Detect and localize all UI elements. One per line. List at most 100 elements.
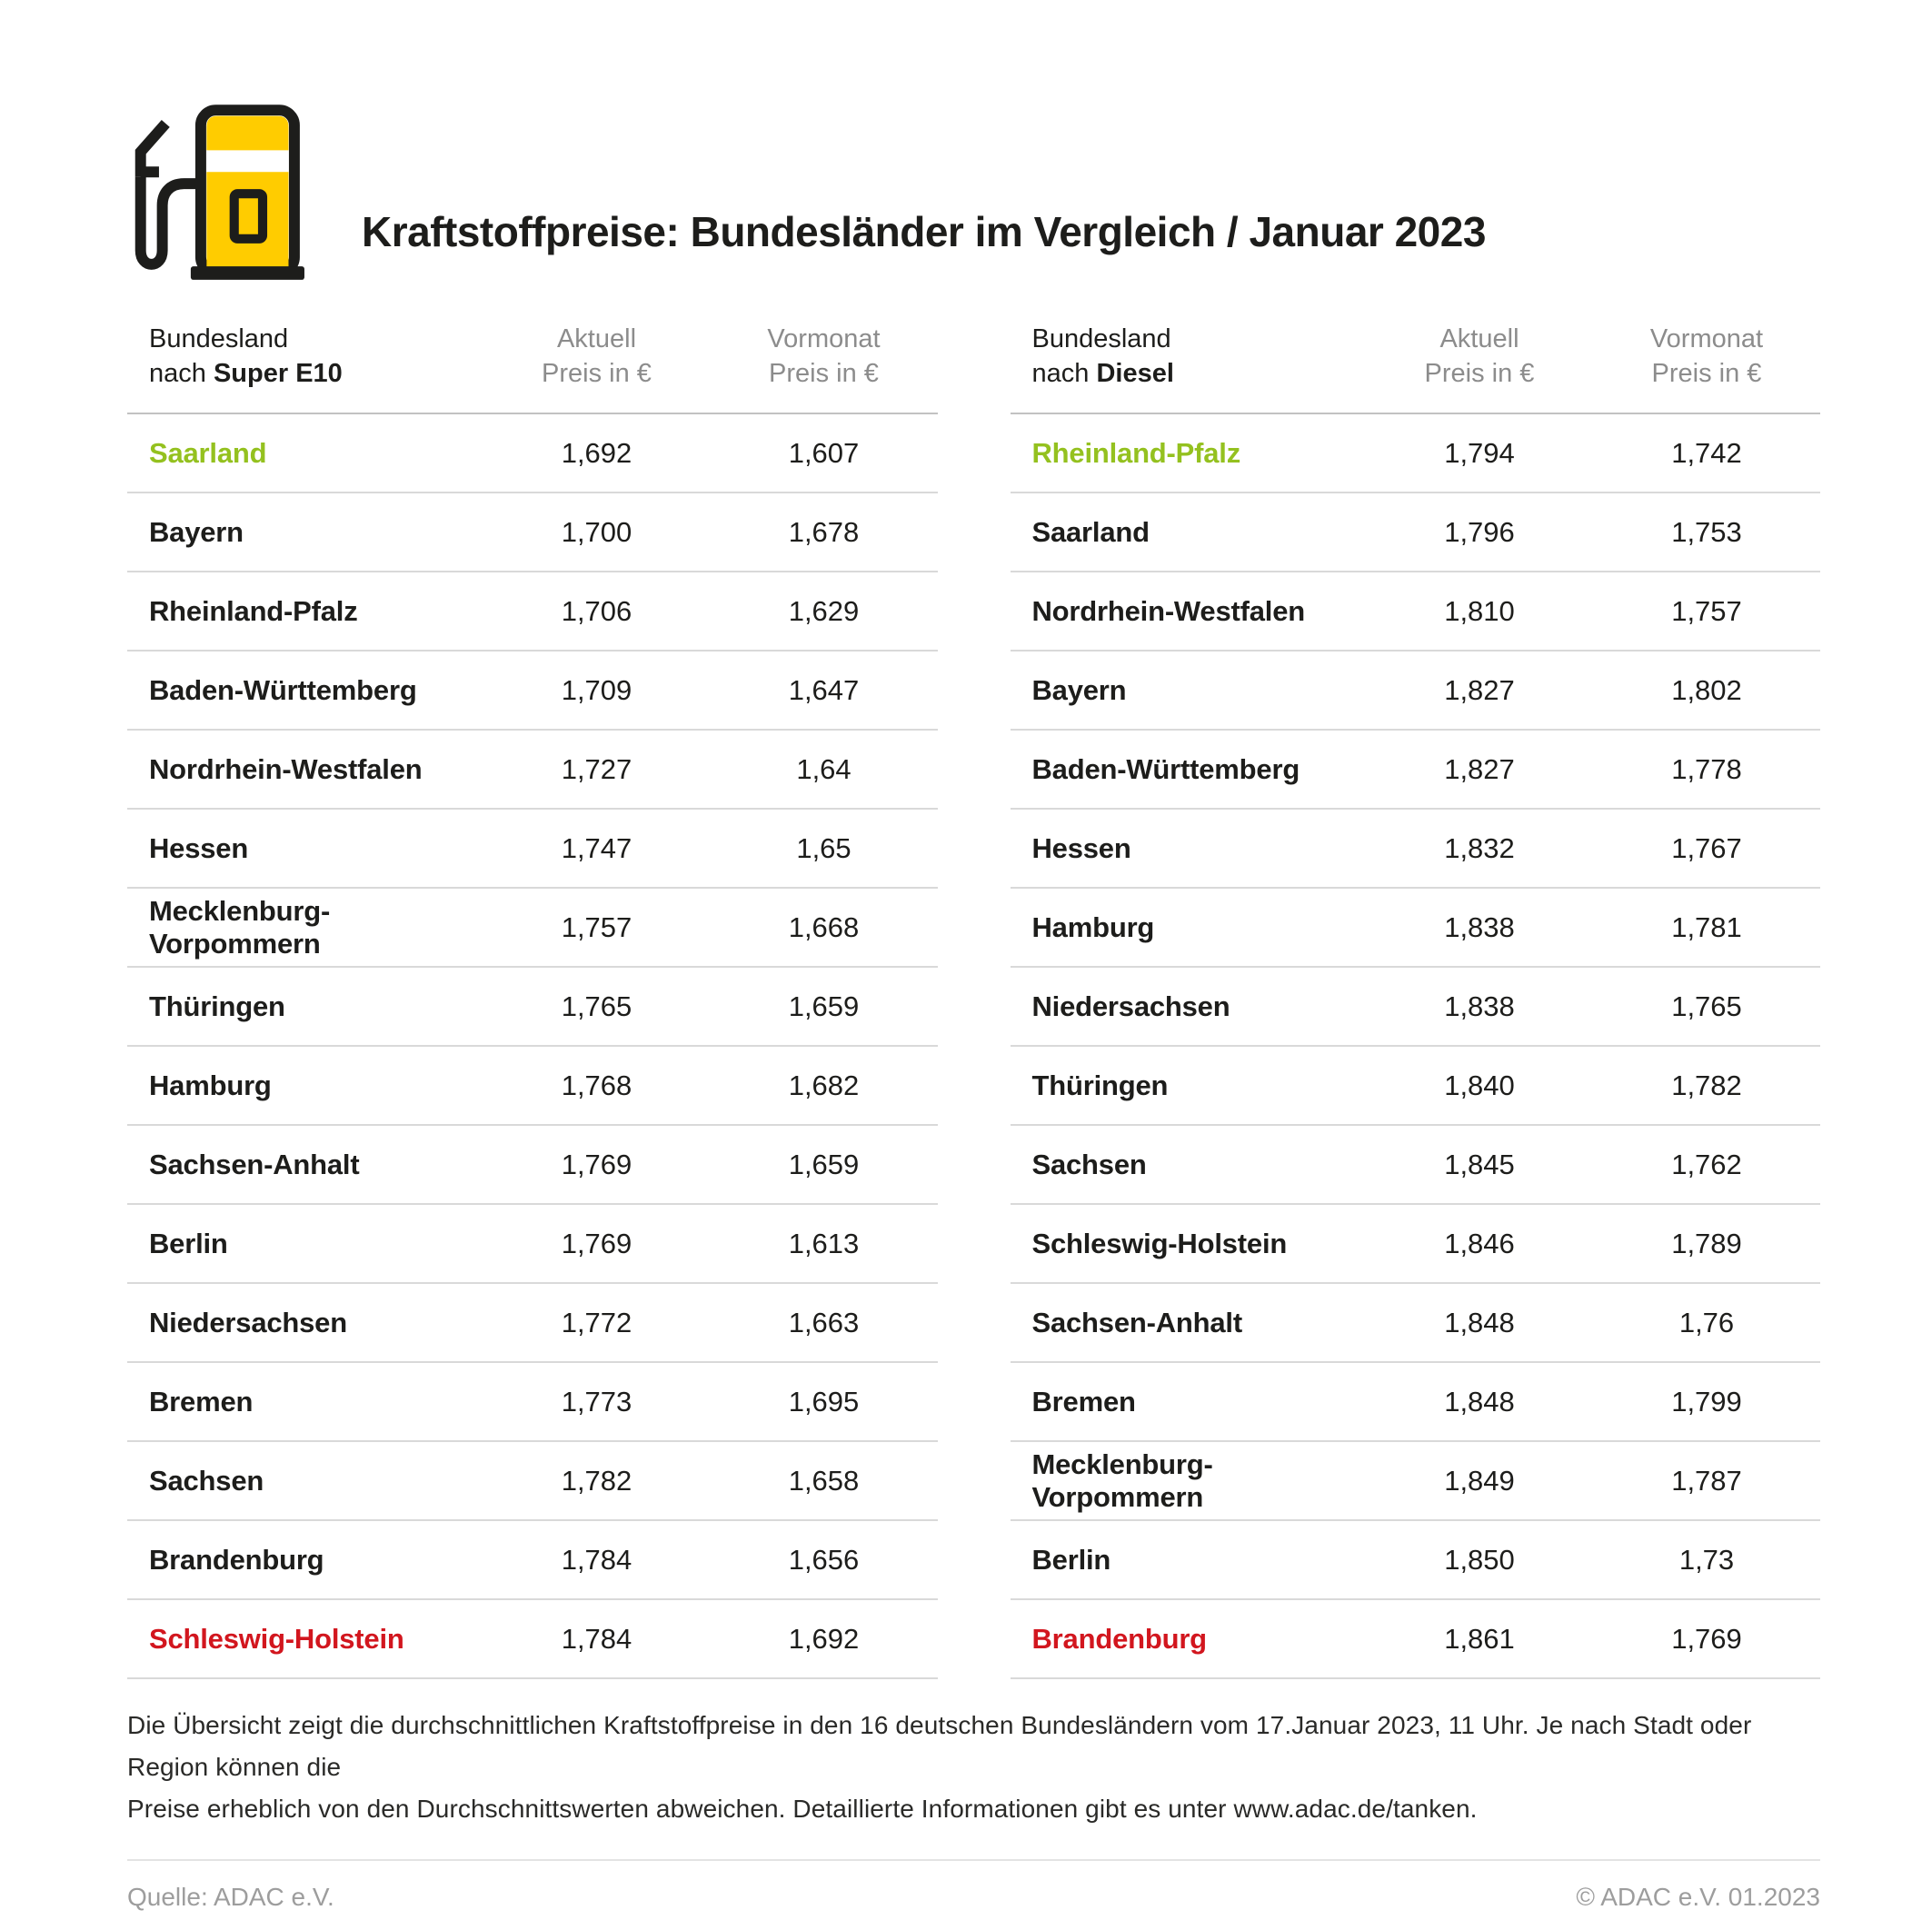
- column-header-vormonat: Vormonat Preis in €: [767, 324, 881, 388]
- vormonat-value: 1,656: [788, 1543, 860, 1576]
- state-name: Berlin: [1031, 1543, 1111, 1576]
- table-row: Niedersachsen 1,772 1,663: [127, 1284, 938, 1363]
- state-name: Baden-Württemberg: [1031, 752, 1300, 785]
- vormonat-value: 1,659: [788, 1148, 860, 1180]
- state-name: Berlin: [149, 1227, 228, 1259]
- vormonat-value: 1,802: [1671, 673, 1742, 706]
- state-name: Bayern: [1031, 673, 1127, 706]
- aktuell-value: 1,769: [561, 1227, 632, 1259]
- table-row: Mecklenburg-Vorpommern 1,757 1,668: [127, 889, 938, 968]
- state-name: Nordrhein-Westfalen: [149, 752, 423, 785]
- table-row: Rheinland-Pfalz 1,706 1,629: [127, 572, 938, 652]
- source-note: Quelle: ADAC e.V.: [127, 1883, 334, 1911]
- state-name: Saarland: [149, 436, 267, 469]
- table-row: Sachsen-Anhalt 1,769 1,659: [127, 1126, 938, 1205]
- fuel-pump-icon: [134, 104, 304, 280]
- table-row: Rheinland-Pfalz 1,794 1,742: [1010, 414, 1820, 493]
- state-name: Brandenburg: [149, 1543, 324, 1576]
- table-body-super-e10: Saarland 1,692 1,607 Bayern 1,700 1,678 Rheinl…: [127, 414, 938, 1679]
- table-row: Hamburg 1,838 1,781: [1010, 889, 1820, 968]
- aktuell-value: 1,706: [561, 594, 632, 627]
- aktuell-value: 1,765: [561, 990, 632, 1022]
- aktuell-value: 1,782: [561, 1464, 632, 1497]
- vormonat-value: 1,757: [1671, 594, 1742, 627]
- table-row: Baden-Württemberg 1,709 1,647: [127, 652, 938, 731]
- state-name: Mecklenburg-Vorpommern: [149, 894, 331, 960]
- fuel-table-diesel: Bundesland nach Diesel Aktuell Preis in …: [1010, 322, 1820, 1679]
- vormonat-value: 1,782: [1671, 1069, 1742, 1101]
- state-name: Bayern: [149, 515, 244, 548]
- column-header-vormonat: Vormonat Preis in €: [1649, 324, 1764, 388]
- vormonat-value: 1,668: [788, 910, 860, 943]
- vormonat-value: 1,629: [788, 594, 860, 627]
- state-name: Schleswig-Holstein: [149, 1622, 404, 1655]
- aktuell-value: 1,810: [1444, 594, 1515, 627]
- state-name: Sachsen-Anhalt: [149, 1148, 360, 1180]
- table-header-diesel: Bundesland nach Diesel Aktuell Preis in …: [1010, 322, 1820, 414]
- table-row: Berlin 1,769 1,613: [127, 1205, 938, 1284]
- table-row: Mecklenburg-Vorpommern 1,849 1,787: [1010, 1442, 1820, 1521]
- aktuell-value: 1,709: [561, 673, 632, 706]
- footer-divider: [127, 1859, 1820, 1861]
- state-name: Rheinland-Pfalz: [149, 594, 358, 627]
- aktuell-value: 1,727: [561, 752, 632, 785]
- table-row: Bayern 1,700 1,678: [127, 493, 938, 572]
- vormonat-value: 1,742: [1671, 436, 1742, 469]
- table-row: Thüringen 1,765 1,659: [127, 968, 938, 1047]
- aktuell-value: 1,773: [561, 1385, 632, 1418]
- vormonat-value: 1,647: [788, 673, 860, 706]
- state-name: Niedersachsen: [149, 1306, 347, 1338]
- footnote: Die Übersicht zeigt die durchschnittlich…: [127, 1705, 1820, 1830]
- table-row: Schleswig-Holstein 1,784 1,692: [127, 1600, 938, 1679]
- vormonat-value: 1,73: [1678, 1543, 1735, 1576]
- vormonat-value: 1,765: [1671, 990, 1742, 1022]
- aktuell-value: 1,757: [561, 910, 632, 943]
- table-row: Bremen 1,773 1,695: [127, 1363, 938, 1442]
- column-header-aktuell: Aktuell Preis in €: [542, 324, 652, 388]
- table-row: Hamburg 1,768 1,682: [127, 1047, 938, 1126]
- state-name: Sachsen-Anhalt: [1031, 1306, 1243, 1338]
- state-name: Nordrhein-Westfalen: [1031, 594, 1306, 627]
- table-row: Hessen 1,747 1,65: [127, 810, 938, 889]
- table-row: Sachsen 1,845 1,762: [1010, 1126, 1820, 1205]
- state-name: Thüringen: [149, 990, 285, 1022]
- vormonat-value: 1,678: [788, 515, 860, 548]
- aktuell-value: 1,747: [561, 831, 632, 864]
- aktuell-value: 1,838: [1444, 910, 1515, 943]
- fuel-table-super-e10: Bundesland nach Super E10 Aktuell Preis …: [127, 322, 938, 1679]
- vormonat-value: 1,613: [788, 1227, 860, 1259]
- aktuell-value: 1,845: [1444, 1148, 1515, 1180]
- footer: Quelle: ADAC e.V. © ADAC e.V. 01.2023: [127, 1861, 1820, 1912]
- fuel-name: Diesel: [1096, 359, 1174, 388]
- aktuell-value: 1,784: [561, 1622, 632, 1655]
- table-row: Sachsen 1,782 1,658: [127, 1442, 938, 1521]
- aktuell-value: 1,850: [1444, 1543, 1515, 1576]
- vormonat-value: 1,787: [1671, 1464, 1742, 1497]
- vormonat-value: 1,781: [1671, 910, 1742, 943]
- aktuell-value: 1,840: [1444, 1069, 1515, 1101]
- aktuell-value: 1,692: [561, 436, 632, 469]
- aktuell-value: 1,768: [561, 1069, 632, 1101]
- table-row: Berlin 1,850 1,73: [1010, 1521, 1820, 1600]
- table-label: Bundesland nach Diesel: [1011, 322, 1367, 391]
- state-name: Hamburg: [149, 1069, 272, 1101]
- vormonat-value: 1,65: [796, 831, 851, 864]
- page-title: Kraftstoffpreise: Bundesländer im Vergle…: [362, 208, 1486, 255]
- aktuell-value: 1,784: [561, 1543, 632, 1576]
- footnote-line1: Die Übersicht zeigt die durchschnittlich…: [127, 1711, 1752, 1781]
- state-name: Sachsen: [149, 1464, 264, 1497]
- aktuell-value: 1,827: [1444, 673, 1515, 706]
- table-row: Saarland 1,796 1,753: [1010, 493, 1820, 572]
- state-name: Bremen: [149, 1385, 254, 1418]
- vormonat-value: 1,778: [1671, 752, 1742, 785]
- aktuell-value: 1,827: [1444, 752, 1515, 785]
- vormonat-value: 1,663: [788, 1306, 860, 1338]
- table-row: Hessen 1,832 1,767: [1010, 810, 1820, 889]
- table-row: Nordrhein-Westfalen 1,810 1,757: [1010, 572, 1820, 652]
- table-row: Brandenburg 1,784 1,656: [127, 1521, 938, 1600]
- aktuell-value: 1,796: [1444, 515, 1515, 548]
- table-row: Brandenburg 1,861 1,769: [1010, 1600, 1820, 1679]
- state-name: Hessen: [149, 831, 249, 864]
- table-row: Bayern 1,827 1,802: [1010, 652, 1820, 731]
- vormonat-value: 1,769: [1671, 1622, 1742, 1655]
